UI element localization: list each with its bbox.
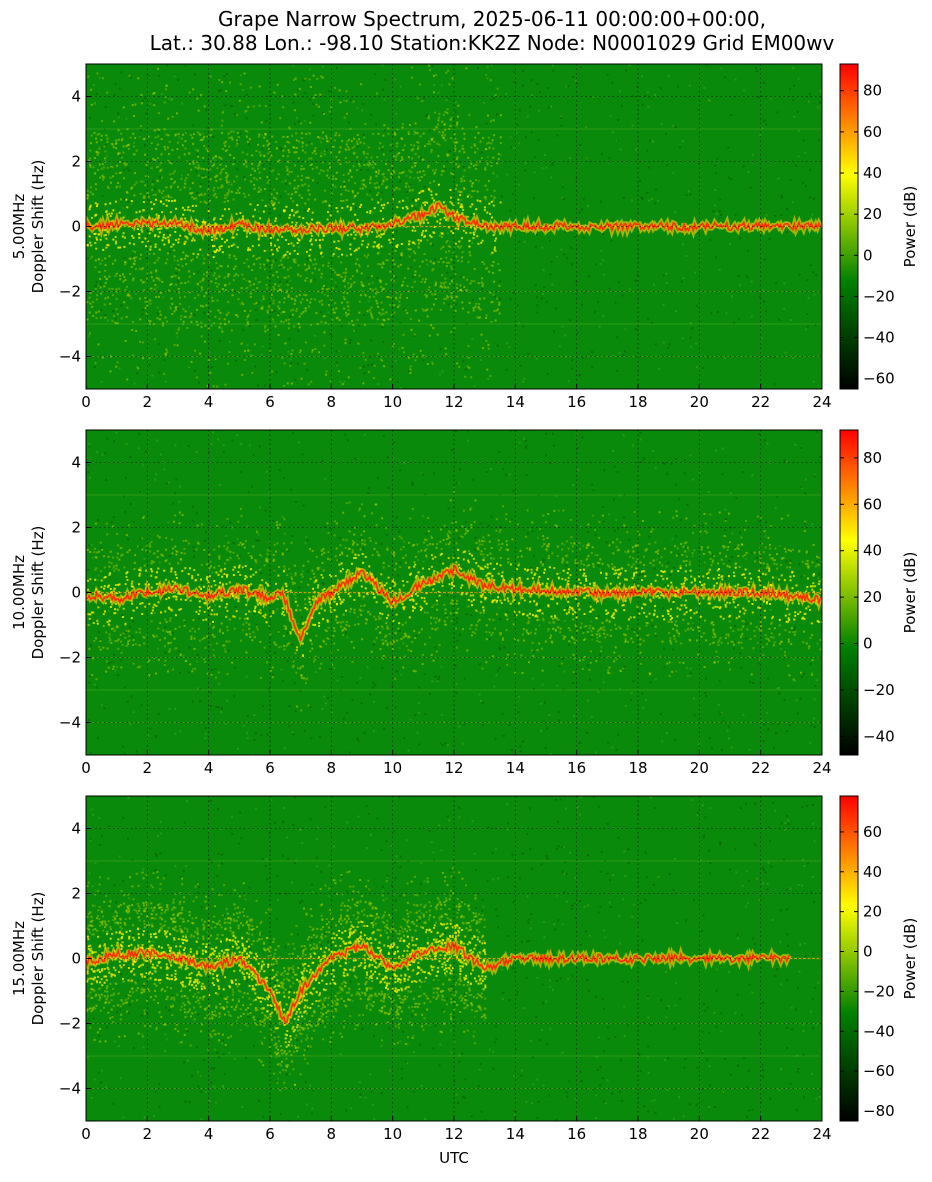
figure-title-line1: Grape Narrow Spectrum, 2025-06-11 00:00:… bbox=[218, 7, 766, 31]
y-tick-label: −2 bbox=[59, 283, 81, 301]
y-tick-label: 2 bbox=[71, 885, 81, 903]
x-tick-label: 18 bbox=[628, 393, 647, 411]
colorbar-label: Power (dB) bbox=[901, 186, 919, 268]
x-tick-label: 0 bbox=[81, 759, 91, 777]
y-tick-label: −2 bbox=[59, 1015, 81, 1033]
colorbar-tick-label: 40 bbox=[863, 863, 882, 881]
y-tick-label: 2 bbox=[71, 519, 81, 537]
y-tick-label: −4 bbox=[59, 348, 81, 366]
x-tick-label: 10 bbox=[383, 1125, 402, 1143]
x-tick-label: 16 bbox=[567, 759, 586, 777]
colorbar-tick-label: 20 bbox=[863, 588, 882, 606]
y-axis-label: 5.00MHzDoppler Shift (Hz) bbox=[10, 160, 47, 294]
x-tick-label: 12 bbox=[444, 1125, 463, 1143]
x-tick-label: 14 bbox=[506, 393, 525, 411]
x-tick-label: 0 bbox=[81, 1125, 91, 1143]
y-tick-label: 2 bbox=[71, 153, 81, 171]
y-tick-label: 4 bbox=[71, 820, 81, 838]
x-tick-label: 24 bbox=[812, 1125, 831, 1143]
x-tick-label: 8 bbox=[327, 759, 337, 777]
x-tick-label: 4 bbox=[204, 393, 214, 411]
x-tick-label: 12 bbox=[444, 393, 463, 411]
x-tick-label: 6 bbox=[265, 393, 275, 411]
colorbar-label: Power (dB) bbox=[901, 552, 919, 634]
x-tick-label: 16 bbox=[567, 1125, 586, 1143]
x-tick-label: 10 bbox=[383, 393, 402, 411]
colorbar-tick-label: −40 bbox=[863, 329, 895, 347]
colorbar: −40 −20 0 20 40 60 80 Power (dB) bbox=[840, 430, 919, 755]
y-tick-label: −2 bbox=[59, 649, 81, 667]
colorbar-tick-label: 40 bbox=[863, 164, 882, 182]
x-axis-label: UTC bbox=[439, 1149, 469, 1167]
colorbar-tick-label: 60 bbox=[863, 123, 882, 141]
colorbar-tick-label: −20 bbox=[863, 681, 895, 699]
y-axis-label: 15.00MHzDoppler Shift (Hz) bbox=[10, 892, 47, 1026]
y-tick-label: 4 bbox=[71, 454, 81, 472]
colorbar-tick-label: 60 bbox=[863, 495, 882, 513]
colorbar-tick-label: −20 bbox=[863, 287, 895, 305]
colorbar-tick-label: −60 bbox=[863, 1062, 895, 1080]
y-tick-label: 0 bbox=[71, 950, 81, 968]
x-tick-label: 8 bbox=[327, 393, 337, 411]
x-tick-label: 22 bbox=[751, 1125, 770, 1143]
colorbar-label: Power (dB) bbox=[901, 918, 919, 1000]
colorbar-tick-label: 80 bbox=[863, 82, 882, 100]
colorbar-tick-label: 20 bbox=[863, 903, 882, 921]
colorbar-tick-label: 0 bbox=[863, 943, 873, 961]
x-tick-label: 6 bbox=[265, 759, 275, 777]
x-tick-label: 8 bbox=[327, 1125, 337, 1143]
colorbar-tick-label: 20 bbox=[863, 205, 882, 223]
y-axis-label: 10.00MHzDoppler Shift (Hz) bbox=[10, 526, 47, 660]
x-tick-label: 18 bbox=[628, 1125, 647, 1143]
y-tick-label: 0 bbox=[71, 218, 81, 236]
x-tick-label: 2 bbox=[143, 1125, 153, 1143]
colorbar-tick-label: −40 bbox=[863, 1022, 895, 1040]
x-tick-label: 14 bbox=[506, 759, 525, 777]
y-tick-label: −4 bbox=[59, 714, 81, 732]
colorbar-tick-label: 80 bbox=[863, 449, 882, 467]
x-tick-label: 18 bbox=[628, 759, 647, 777]
colorbar-tick-label: −20 bbox=[863, 982, 895, 1000]
x-tick-label: 2 bbox=[143, 759, 153, 777]
x-tick-label: 6 bbox=[265, 1125, 275, 1143]
x-tick-label: 16 bbox=[567, 393, 586, 411]
colorbar-tick-label: −60 bbox=[863, 370, 895, 388]
x-tick-label: 4 bbox=[204, 759, 214, 777]
colorbar-tick-label: 40 bbox=[863, 542, 882, 560]
x-tick-label: 12 bbox=[444, 759, 463, 777]
x-tick-label: 22 bbox=[751, 393, 770, 411]
x-tick-label: 14 bbox=[506, 1125, 525, 1143]
x-tick-label: 2 bbox=[143, 393, 153, 411]
colorbar: −80 −60 −40 −20 0 20 40 60 Power (dB) bbox=[840, 796, 919, 1121]
x-tick-label: 24 bbox=[812, 393, 831, 411]
x-tick-label: 22 bbox=[751, 759, 770, 777]
x-tick-label: 4 bbox=[204, 1125, 214, 1143]
y-tick-label: −4 bbox=[59, 1080, 81, 1098]
x-tick-label: 24 bbox=[812, 759, 831, 777]
figure-title-line2: Lat.: 30.88 Lon.: -98.10 Station:KK2Z No… bbox=[150, 31, 835, 55]
y-tick-label: 4 bbox=[71, 88, 81, 106]
x-tick-label: 0 bbox=[81, 393, 91, 411]
x-tick-label: 20 bbox=[690, 1125, 709, 1143]
colorbar-tick-label: 0 bbox=[863, 246, 873, 264]
colorbar-tick-label: −80 bbox=[863, 1102, 895, 1120]
colorbar-tick-label: 60 bbox=[863, 823, 882, 841]
x-tick-label: 20 bbox=[690, 759, 709, 777]
colorbar-tick-label: 0 bbox=[863, 635, 873, 653]
colorbar: −60 −40 −20 0 20 40 60 80 Power (dB) bbox=[840, 64, 919, 389]
y-tick-label: 0 bbox=[71, 584, 81, 602]
x-tick-label: 20 bbox=[690, 393, 709, 411]
colorbar-tick-label: −40 bbox=[863, 727, 895, 745]
x-tick-label: 10 bbox=[383, 759, 402, 777]
